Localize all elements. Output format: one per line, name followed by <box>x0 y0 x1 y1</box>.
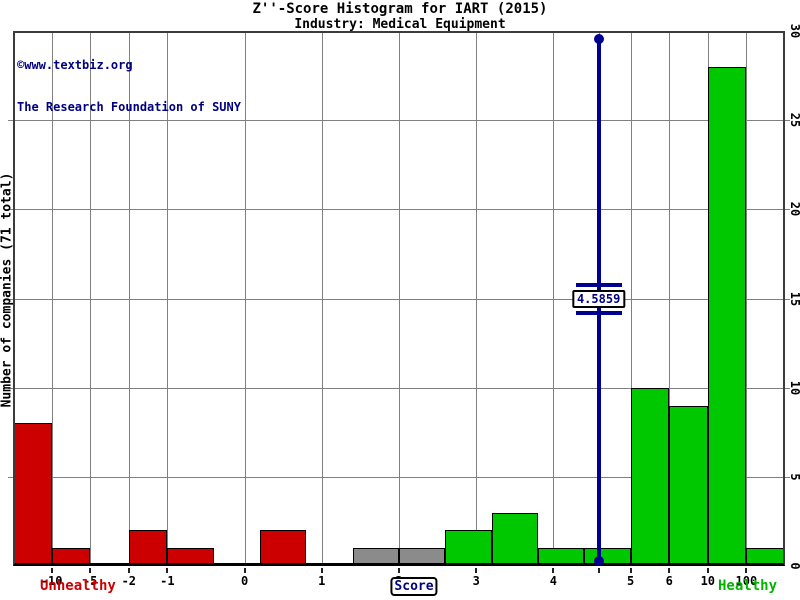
x-axis-tick <box>320 568 323 573</box>
vertical-gridline <box>321 31 323 566</box>
histogram-bar <box>537 548 585 566</box>
marker-bottom-dot <box>593 556 604 566</box>
chart-subtitle: Industry: Medical Equipment <box>294 17 506 32</box>
y-tick-label: 25 <box>788 112 800 128</box>
histogram-bar <box>213 563 261 566</box>
healthy-label: Healthy <box>718 578 778 594</box>
x-axis-tick <box>398 568 400 573</box>
x-axis-tick <box>166 568 169 573</box>
x-axis-tick <box>243 568 246 573</box>
marker-crossbar <box>575 283 622 287</box>
histogram-bar <box>669 405 708 566</box>
histogram-bar <box>352 548 399 566</box>
histogram-bar <box>584 548 631 566</box>
histogram-bar <box>13 423 52 566</box>
x-tick-label: 1 <box>318 574 326 588</box>
watermark-line1: ©www.textbiz.org <box>17 58 133 72</box>
x-axis-tick <box>745 568 748 573</box>
x-tick-label: 10 <box>700 574 716 588</box>
vertical-gridline <box>167 31 169 566</box>
x-tick-label: -5 <box>82 574 98 588</box>
histogram-bar <box>630 387 670 566</box>
x-axis-tick <box>50 568 53 573</box>
histogram-bar <box>707 66 747 566</box>
x-axis-tick <box>127 568 130 573</box>
y-tick-label: 30 <box>788 23 800 39</box>
histogram-bar <box>746 548 785 566</box>
histogram-bar <box>167 548 214 566</box>
y-tick-label: 20 <box>788 202 800 217</box>
x-axis-title: Score <box>390 577 438 596</box>
y-tick-label: 15 <box>788 291 800 306</box>
unhealthy-label: Unhealthy <box>40 578 116 594</box>
x-tick-label: -2 <box>121 574 137 588</box>
marker-value-label: 4.5859 <box>571 290 626 308</box>
marker-top-dot <box>593 34 604 44</box>
histogram-bar <box>128 530 168 566</box>
histogram-bar <box>51 548 91 566</box>
x-tick-label: 5 <box>626 574 635 588</box>
y-tick-label: 0 <box>788 562 800 569</box>
histogram-bar <box>399 548 446 566</box>
x-axis-tick <box>706 568 709 573</box>
watermark: ©www.textbiz.org The Research Foundation… <box>17 30 241 142</box>
x-tick-label: -10 <box>40 574 63 588</box>
marker-crossbar <box>575 311 622 315</box>
histogram-bar <box>306 563 353 566</box>
vertical-gridline <box>746 31 748 566</box>
x-tick-label: -1 <box>160 574 175 588</box>
histogram-bar <box>90 563 129 566</box>
vertical-gridline <box>51 31 53 566</box>
x-axis-tick <box>475 568 478 573</box>
watermark-line2: The Research Foundation of SUNY <box>17 100 241 114</box>
vertical-gridline <box>244 31 246 566</box>
x-axis-tick <box>552 568 555 573</box>
vertical-gridline <box>476 31 478 566</box>
histogram-bar <box>260 530 307 566</box>
x-axis-tick <box>668 568 671 573</box>
chart-title: Z''-Score Histogram for IART (2015) <box>252 1 548 17</box>
histogram-bar <box>491 512 538 566</box>
x-tick-label: 0 <box>240 574 249 588</box>
y-axis-title: Number of companies (71 total) <box>0 172 15 408</box>
y-tick-label: 10 <box>788 380 800 395</box>
marker-tick <box>597 568 600 573</box>
histogram-bar <box>445 530 492 566</box>
x-axis-tick <box>89 568 92 573</box>
x-tick-label: 4 <box>549 574 558 588</box>
vertical-gridline <box>630 31 632 566</box>
vertical-gridline <box>128 31 130 566</box>
vertical-gridline <box>399 31 400 566</box>
plot-area: ©www.textbiz.org The Research Foundation… <box>8 24 800 588</box>
x-tick-label: 6 <box>665 574 673 588</box>
y-tick-label: 5 <box>788 473 800 480</box>
x-axis-tick <box>629 568 632 573</box>
x-tick-label: 100 <box>735 574 758 588</box>
vertical-gridline <box>90 31 92 566</box>
vertical-gridline <box>669 31 671 566</box>
x-tick-label: 3 <box>472 574 480 588</box>
vertical-gridline <box>553 31 555 566</box>
